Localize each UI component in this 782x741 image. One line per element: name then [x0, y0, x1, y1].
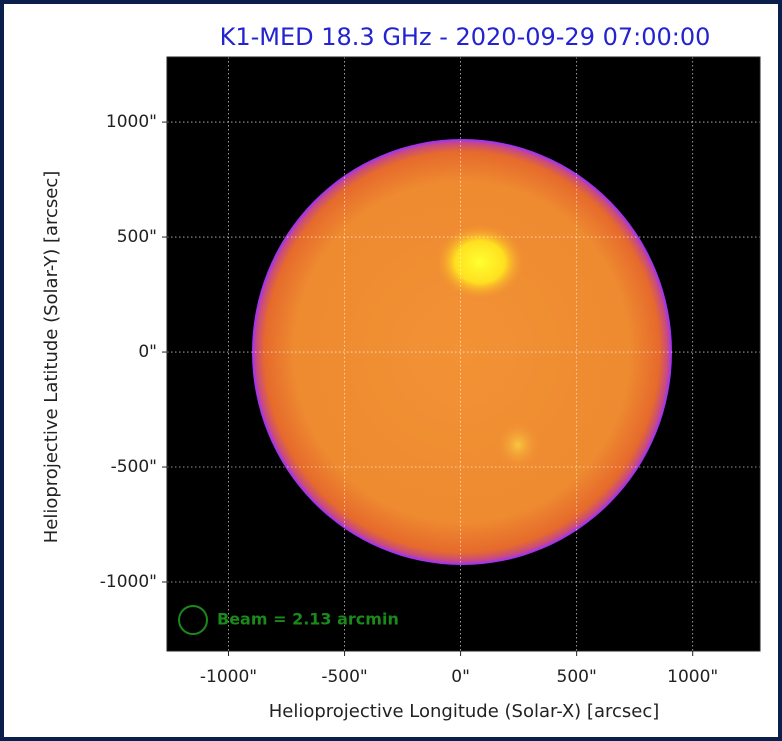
- x-tick-label: -1000": [200, 667, 257, 687]
- y-tick-label: 500": [117, 227, 157, 247]
- chart: -1000" -500" 0" 500" 1000" -1000" -500" 0" 500" 1…: [0, 0, 782, 741]
- beam-annotation: Beam = 2.13 arcmin: [217, 610, 399, 629]
- x-tick-label: 500": [557, 667, 597, 687]
- bright-region: [435, 224, 525, 300]
- x-tick-label: 1000": [667, 667, 718, 687]
- y-tick-label: 1000": [106, 112, 157, 132]
- y-tick-label: 0": [138, 342, 157, 362]
- bright-region: [496, 421, 540, 469]
- x-tick-label: -500": [321, 667, 367, 687]
- y-tick-label: -1000": [100, 572, 157, 592]
- chart-title: K1-MED 18.3 GHz - 2020-09-29 07:00:00: [220, 23, 711, 51]
- x-axis-label: Helioprojective Longitude (Solar-X) [arc…: [269, 701, 660, 722]
- y-tick-label: -500": [111, 457, 157, 477]
- x-tick-label: 0": [451, 667, 470, 687]
- y-axis-label: Helioprojective Latitude (Solar-Y) [arcs…: [41, 171, 62, 544]
